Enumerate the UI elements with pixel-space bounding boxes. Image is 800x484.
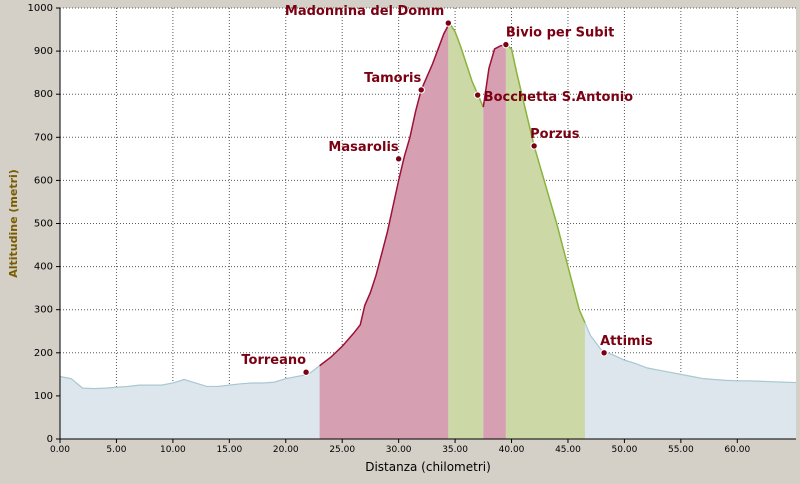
y-tick-label: 700 (34, 132, 53, 143)
x-tick-label: 30.00 (386, 445, 412, 455)
x-tick-label: 25.00 (329, 445, 355, 455)
waypoint-layer: Torreano Masarolis Tamoris Madonnina del Do… (241, 4, 653, 376)
descent-segment-area (505, 44, 585, 439)
y-tick-label: 200 (34, 348, 53, 359)
x-tick-label: 35.00 (442, 445, 468, 455)
waypoint: Porzus (530, 127, 580, 150)
x-tick-label: 15.00 (216, 445, 242, 455)
waypoint-marker (473, 91, 482, 99)
waypoint-marker (600, 349, 608, 357)
y-axis-label: Altitudine (metri) (7, 169, 20, 278)
waypoint: Madonnina del Domm (285, 4, 453, 27)
x-tick-label: 50.00 (612, 445, 638, 455)
waypoint: Bocchetta S.Antonio (473, 90, 634, 105)
x-axis-label: Distanza (chilometri) (365, 460, 491, 474)
waypoint-label: Madonnina del Domm (285, 4, 444, 19)
waypoint-marker (502, 40, 510, 49)
waypoint-marker (302, 368, 310, 376)
waypoint-marker (444, 19, 453, 27)
y-tick-label: 300 (34, 305, 53, 316)
x-tick-label: 0.00 (50, 445, 70, 455)
x-tick-label: 5.00 (106, 445, 126, 455)
y-tick-label: 100 (34, 391, 53, 402)
y-tick-label: 800 (34, 89, 53, 100)
x-tick-label: 20.00 (273, 445, 299, 455)
waypoint-label: Tamoris (364, 71, 421, 86)
waypoint-label: Bivio per Subit (506, 26, 614, 41)
x-tick-label: 60.00 (724, 445, 750, 455)
y-tick-label: 600 (34, 175, 53, 186)
x-tick-label: 55.00 (668, 445, 694, 455)
waypoint-label: Masarolis (328, 140, 398, 155)
waypoint: Attimis (600, 334, 653, 357)
x-tick-label: 45.00 (555, 445, 581, 455)
climb-segment-line (319, 24, 449, 367)
y-tick-label: 1000 (28, 3, 53, 14)
descent-segment-area (448, 23, 484, 440)
axis-layer: 0.00 5.00 10.00 15.00 20.00 25.00 30.00 35.00 40… (28, 3, 796, 455)
climb-segment-area (483, 44, 506, 439)
waypoint-label: Torreano (241, 353, 306, 368)
waypoint: Masarolis (328, 140, 403, 163)
x-tick-label: 10.00 (160, 445, 186, 455)
waypoint-label: Porzus (530, 127, 580, 142)
waypoint: Tamoris (364, 71, 425, 94)
y-tick-label: 900 (34, 46, 53, 57)
waypoint-marker (530, 142, 538, 150)
y-tick-label: 400 (34, 262, 53, 273)
y-tick-label: 500 (34, 219, 53, 230)
waypoint-marker (394, 155, 403, 163)
waypoint: Bivio per Subit (502, 26, 614, 49)
x-tick-label: 40.00 (499, 445, 525, 455)
y-tick-label: 0 (47, 434, 53, 445)
climb-segment-line (482, 43, 507, 108)
waypoint-label: Attimis (600, 334, 653, 349)
waypoint-label: Bocchetta S.Antonio (484, 90, 634, 105)
waypoint: Torreano (241, 353, 310, 376)
waypoint-marker (417, 86, 425, 94)
